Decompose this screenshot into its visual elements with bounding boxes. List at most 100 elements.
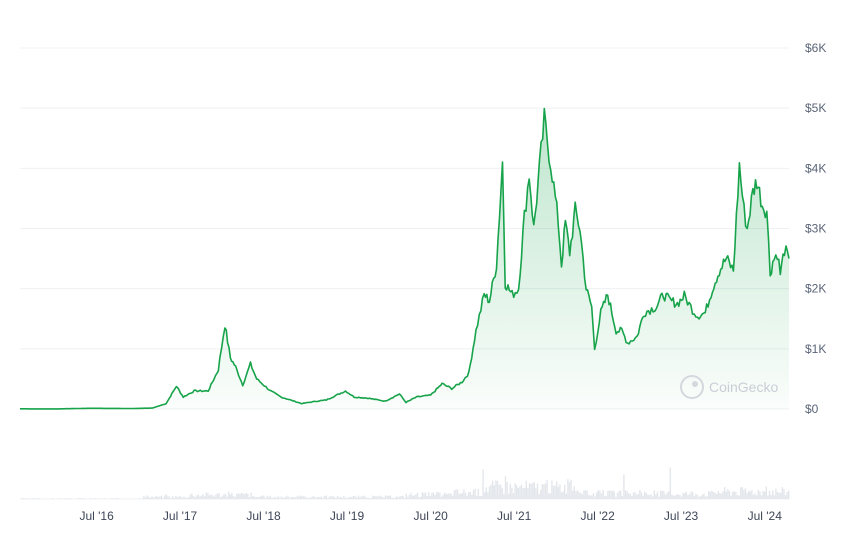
volume-bar <box>682 492 684 499</box>
volume-bar <box>271 498 273 499</box>
volume-bar <box>527 488 529 499</box>
volume-bar <box>282 497 284 499</box>
volume-bar <box>226 496 228 499</box>
volume-bar <box>730 495 732 499</box>
volume-bar <box>757 489 759 499</box>
volume-bar <box>586 490 588 499</box>
volume-bar <box>647 494 649 499</box>
volume-bar <box>260 496 262 499</box>
volume-bar <box>652 496 654 499</box>
volume-bar <box>471 494 473 499</box>
volume-bar <box>496 481 499 499</box>
volume-bar <box>544 483 547 499</box>
volume-bar <box>674 495 676 499</box>
volume-bar <box>538 494 540 499</box>
volume-bar <box>24 498 27 499</box>
volume-bar <box>349 497 351 499</box>
volume-bar <box>564 484 566 499</box>
volume-bar <box>760 495 763 499</box>
volume-bar <box>629 493 631 499</box>
volume-bar <box>748 490 750 499</box>
volume-bar <box>274 496 276 499</box>
volume-bar <box>266 496 268 499</box>
volume-bars <box>21 467 790 499</box>
volume-bar <box>322 498 324 499</box>
volume-bar <box>711 490 713 499</box>
volume-bar <box>160 495 163 499</box>
volume-bar <box>82 498 84 499</box>
volume-bar <box>223 494 225 499</box>
volume-bar <box>634 492 636 499</box>
volume-bar <box>416 492 419 499</box>
volume-bar <box>31 498 33 499</box>
volume-bar <box>60 498 62 499</box>
volume-bar <box>450 493 452 499</box>
volume-bar <box>610 491 612 499</box>
volume-bar <box>287 495 289 499</box>
volume-bar <box>735 491 737 499</box>
price-area <box>20 108 789 409</box>
volume-bar <box>596 492 598 499</box>
volume-bar <box>778 492 780 499</box>
volume-bar <box>93 498 95 499</box>
volume-bar <box>351 496 353 499</box>
volume-bar <box>90 498 92 499</box>
volume-bar <box>95 498 97 499</box>
volume-bar <box>333 497 335 499</box>
volume-bar <box>360 496 363 499</box>
volume-bar <box>727 489 729 499</box>
volume-bar <box>232 496 235 499</box>
volume-bar <box>621 496 623 499</box>
volume-bar <box>292 497 294 499</box>
volume-bar <box>152 497 155 499</box>
volume-bar <box>445 494 447 499</box>
volume-bar <box>669 467 671 499</box>
volume-bar <box>484 492 486 499</box>
volume-bar <box>452 495 454 499</box>
volume-bar <box>455 489 457 499</box>
volume-bar <box>653 490 655 499</box>
volume-bar <box>740 487 742 499</box>
volume-bar <box>599 490 601 499</box>
volume-bar <box>767 495 769 499</box>
volume-bar <box>245 493 247 499</box>
volume-bar <box>400 496 403 499</box>
volume-bar <box>117 498 119 499</box>
volume-bar <box>170 498 172 499</box>
volume-bar <box>250 492 252 499</box>
volume-bar <box>376 496 379 499</box>
volume-bar <box>157 497 159 499</box>
volume-bar <box>532 483 534 499</box>
volume-bar <box>754 493 756 499</box>
volume-bar <box>597 490 599 499</box>
volume-bar <box>540 489 542 499</box>
volume-bar <box>239 493 241 499</box>
volume-bar <box>698 496 700 499</box>
volume-bar <box>242 493 244 499</box>
volume-bar <box>503 494 505 499</box>
volume-bar <box>413 495 415 499</box>
volume-bar <box>631 496 633 499</box>
volume-bar <box>743 489 745 499</box>
volume-bar <box>207 493 209 499</box>
volume-bar <box>461 492 463 499</box>
volume-bar <box>575 491 577 499</box>
volume-bar <box>348 497 350 499</box>
volume-bar <box>738 495 740 499</box>
volume-bar <box>522 488 524 499</box>
volume-bar <box>770 494 772 499</box>
volume-bar <box>34 498 36 499</box>
price-line[interactable] <box>20 107 790 410</box>
volume-bar <box>439 492 441 499</box>
volume-bar <box>255 497 257 499</box>
volume-bar <box>66 498 68 499</box>
volume-bar <box>626 491 628 499</box>
volume-bar <box>304 496 307 499</box>
volume-bar <box>39 498 41 499</box>
volume-bar <box>362 495 364 499</box>
volume-bar <box>680 496 683 499</box>
x-tick-label: Jul '18 <box>246 509 281 523</box>
volume-bar <box>444 492 446 499</box>
volume-bar <box>436 492 438 499</box>
x-tick-label: Jul '21 <box>497 509 532 523</box>
